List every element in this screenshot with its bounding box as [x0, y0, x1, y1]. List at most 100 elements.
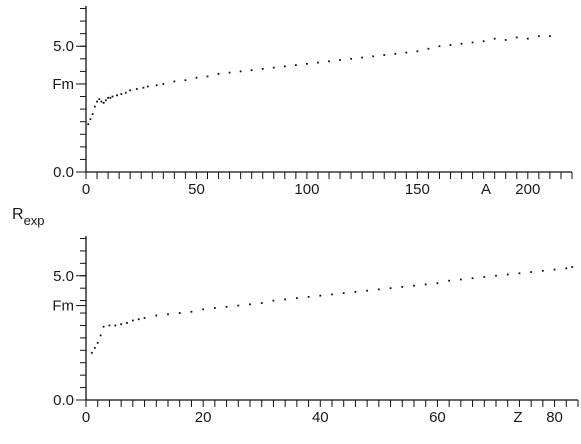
data-point: [107, 96, 109, 99]
data-point: [515, 36, 518, 39]
data-point: [178, 312, 181, 314]
data-point: [129, 89, 132, 92]
data-point: [155, 314, 158, 317]
data-point: [206, 75, 209, 78]
data-point: [155, 84, 158, 87]
x-tick-label: 200: [515, 181, 540, 198]
x-tick-label: 60: [429, 409, 446, 426]
data-point: [114, 324, 117, 327]
data-point: [190, 310, 193, 313]
x-axis-label: Z: [513, 409, 522, 426]
data-point: [483, 276, 486, 278]
data-point: [306, 62, 308, 65]
data-point: [493, 37, 496, 40]
data-point: [213, 307, 216, 309]
data-point: [102, 101, 105, 104]
data-point: [350, 57, 352, 60]
data-point: [424, 283, 427, 286]
data-point: [87, 123, 90, 126]
data-point: [108, 324, 111, 327]
data-point: [146, 85, 149, 88]
data-point: [319, 294, 322, 297]
top-panel: 0 50 100 150 200 0.0 Fm 5.0 A: [52, 6, 573, 198]
y-tick-label: Fm: [52, 298, 74, 315]
y-tick-label: Fm: [52, 76, 74, 93]
x-tick-label: 20: [195, 409, 212, 426]
data-point: [537, 35, 540, 38]
data-point: [495, 274, 497, 277]
data-point: [361, 56, 364, 59]
data-point: [228, 71, 231, 74]
data-point: [202, 308, 205, 311]
data-point: [91, 113, 94, 116]
data-point: [448, 279, 451, 282]
data-point: [565, 267, 568, 270]
x-tick-label: 40: [312, 409, 329, 426]
data-point: [436, 282, 439, 285]
data-point: [307, 295, 310, 298]
data-point: [295, 297, 298, 300]
data-point: [143, 317, 146, 319]
data-point: [93, 346, 96, 349]
data-point: [541, 269, 544, 272]
data-point: [459, 278, 462, 281]
data-point: [553, 268, 556, 271]
data-point: [339, 59, 341, 61]
x-tick-label: 80: [546, 409, 563, 426]
data-point: [225, 305, 228, 308]
data-point: [102, 325, 105, 328]
data-point: [261, 67, 264, 70]
x-tick-label: 0: [82, 181, 90, 198]
data-point: [383, 54, 386, 56]
data-point: [217, 73, 220, 75]
data-point: [342, 292, 345, 295]
y-axis-label-sub: exp: [24, 213, 45, 228]
data-point: [120, 323, 123, 326]
data-point: [366, 289, 369, 292]
data-point: [250, 69, 253, 72]
data-point: [239, 70, 242, 73]
data-point: [272, 299, 275, 302]
data-point: [116, 94, 118, 97]
data-point: [90, 351, 93, 354]
data-point: [460, 42, 463, 45]
data-point: [93, 105, 96, 108]
data-point: [571, 266, 574, 268]
data-point: [427, 47, 430, 50]
data-point: [354, 291, 357, 293]
data-point: [137, 318, 140, 321]
x-tick-label: 50: [188, 181, 205, 198]
data-point: [518, 272, 521, 275]
data-point: [162, 83, 165, 85]
data-point: [120, 93, 123, 95]
data-point: [530, 271, 533, 273]
data-point: [126, 322, 128, 324]
data-point: [449, 44, 452, 46]
data-point: [142, 86, 145, 89]
y-tick-label: 5.0: [53, 38, 74, 55]
shared-y-axis-label: Rexp: [12, 206, 45, 228]
data-point: [377, 288, 380, 291]
data-point: [401, 286, 404, 288]
y-tick-label: 0.0: [53, 164, 74, 181]
data-point: [294, 64, 297, 67]
data-point: [372, 55, 375, 58]
data-point: [135, 88, 138, 90]
data-point: [471, 41, 474, 44]
data-point: [167, 313, 169, 316]
data-point: [111, 95, 114, 98]
data-point: [96, 100, 98, 103]
data-point: [394, 52, 397, 55]
data-point: [471, 277, 474, 280]
data-point: [89, 118, 92, 121]
data-point: [98, 98, 101, 100]
data-point: [438, 45, 441, 48]
x-tick-label: 0: [82, 409, 90, 426]
data-point: [184, 79, 187, 82]
data-point: [109, 96, 112, 99]
data-point: [504, 39, 507, 41]
data-point: [416, 50, 419, 53]
y-tick-label: 0.0: [53, 392, 74, 409]
data-point: [124, 91, 127, 94]
